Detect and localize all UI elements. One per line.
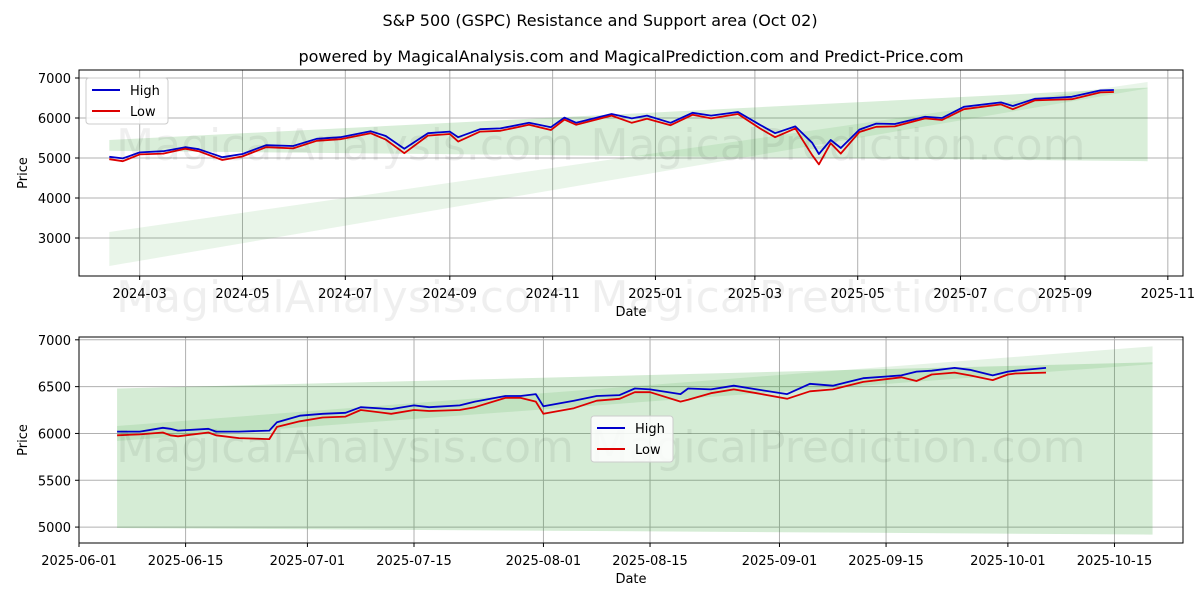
y-tick-label: 5000 xyxy=(38,521,71,536)
x-tick-label: 2025-07-15 xyxy=(376,554,452,569)
plot-frame xyxy=(78,69,1184,277)
series-line-low xyxy=(109,91,1114,166)
y-tick-label: 5500 xyxy=(38,474,71,489)
y-tick-label: 7000 xyxy=(38,72,71,87)
x-tick-label: 2025-05 xyxy=(831,287,885,302)
legend-label-low: Low xyxy=(635,443,661,458)
x-tick-label: 2025-09-01 xyxy=(742,554,818,569)
watermark: MagicalAnalysis.com xyxy=(116,422,574,473)
y-tick-label: 4000 xyxy=(38,192,71,207)
x-tick-label: 2024-03 xyxy=(113,287,167,302)
y-tick-label: 7000 xyxy=(38,334,71,349)
x-tick-label: 2025-09 xyxy=(1038,287,1092,302)
y-axis-label: Price xyxy=(16,157,31,189)
legend-label-low: Low xyxy=(130,105,156,120)
x-tick-label: 2025-08-01 xyxy=(506,554,582,569)
x-tick-label: 2025-11 xyxy=(1141,287,1195,302)
y-tick-label: 6500 xyxy=(38,381,71,396)
x-tick-label: 2025-01 xyxy=(628,287,682,302)
x-tick-label: 2025-08-15 xyxy=(612,554,688,569)
chart-title: S&P 500 (GSPC) Resistance and Support ar… xyxy=(382,11,817,30)
top-chart-panel: 2024-03 2024-05 2024-07 2024-09 2024-11 2025-… xyxy=(16,69,1195,320)
support-band xyxy=(109,82,1148,266)
resistance-band xyxy=(109,87,1148,162)
x-tick-label: 2024-05 xyxy=(215,287,269,302)
legend: High Low xyxy=(85,77,169,125)
y-axis-label: Price xyxy=(16,424,31,456)
watermark: MagicalPrediction.com xyxy=(591,120,1086,171)
series-line-high xyxy=(109,89,1114,160)
x-tick-label: 2024-07 xyxy=(318,287,372,302)
x-tick-label: 2025-07-01 xyxy=(270,554,346,569)
watermark: MagicalAnalysis.com xyxy=(116,120,574,171)
support-band xyxy=(117,346,1153,441)
x-tick-label: 2024-09 xyxy=(423,287,477,302)
series-line-high xyxy=(117,367,1047,433)
x-axis-label: Date xyxy=(615,305,646,320)
x-tick-label: 2025-06-15 xyxy=(148,554,224,569)
series-line-low xyxy=(117,371,1047,440)
x-axis-label: Date xyxy=(615,572,646,587)
watermark: MagicalAnalysis.com xyxy=(116,272,574,323)
y-tick-label: 3000 xyxy=(38,232,71,247)
chart-subtitle: powered by MagicalAnalysis.com and Magic… xyxy=(298,47,963,66)
legend-label-high: High xyxy=(130,84,160,99)
legend-label-high: High xyxy=(635,422,665,437)
x-tick-label: 2025-03 xyxy=(728,287,782,302)
x-tick-label: 2025-07 xyxy=(933,287,987,302)
x-tick-label: 2025-06-01 xyxy=(41,554,117,569)
x-tick-label: 2025-10-01 xyxy=(970,554,1046,569)
y-tick-label: 6000 xyxy=(38,427,71,442)
y-tick-label: 5000 xyxy=(38,152,71,167)
plot-frame xyxy=(78,336,1184,544)
x-tick-label: 2025-09-15 xyxy=(848,554,924,569)
y-tick-label: 6000 xyxy=(38,112,71,127)
x-tick-label: 2024-11 xyxy=(525,287,579,302)
bottom-chart-panel: 2025-06-01 2025-06-15 2025-07-01 2025-07-15… xyxy=(16,272,1184,587)
watermark: MagicalPrediction.com xyxy=(591,272,1086,323)
legend: High Low xyxy=(590,415,674,463)
x-tick-label: 2025-10-15 xyxy=(1077,554,1153,569)
